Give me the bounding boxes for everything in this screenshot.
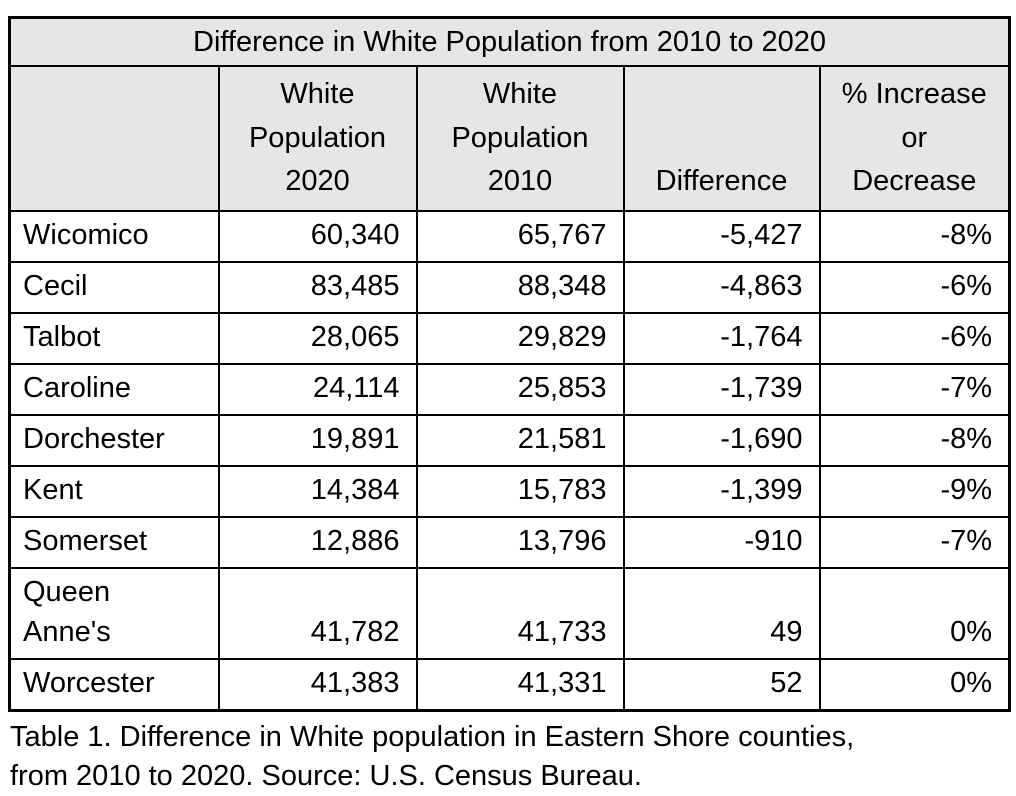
county-cell: Talbot	[8, 311, 220, 365]
pop-2020-cell: 28,065	[217, 311, 418, 365]
county-cell: Cecil	[8, 260, 220, 314]
column-header-county	[8, 65, 220, 212]
county-cell: Worcester	[8, 657, 220, 712]
county-cell: Somerset	[8, 516, 220, 570]
percent-cell: 0%	[818, 567, 1011, 660]
column-header-difference: Difference	[622, 65, 821, 212]
pop-2010-cell: 21,581	[415, 414, 625, 468]
title-row: Difference in White Population from 2010…	[8, 16, 1011, 67]
pop-2020-cell: 24,114	[217, 362, 418, 417]
table-title: Difference in White Population from 2010…	[8, 16, 1011, 67]
pop-2010-cell: 13,796	[415, 516, 625, 570]
column-header-percent-increase-or-decrease: % Increase or Decrease	[818, 65, 1011, 212]
pop-2020-cell: 41,782	[217, 567, 418, 660]
table-body: Wicomico 60,340 65,767 -5,427 -8% Cecil 83,485…	[8, 209, 1011, 712]
county-cell: Caroline	[8, 362, 220, 417]
column-header-white-population-2010: White Population 2010	[415, 65, 625, 212]
table-row: Cecil 83,485 88,348 -4,863 -6%	[8, 260, 1011, 314]
difference-cell: -4,863	[622, 260, 821, 314]
pop-2010-cell: 41,733	[415, 567, 625, 660]
county-cell: Wicomico	[8, 209, 220, 263]
column-header-white-population-2020: White Population 2020	[217, 65, 418, 212]
pop-2020-cell: 60,340	[217, 209, 418, 263]
percent-cell: -6%	[818, 311, 1011, 365]
table-row: Kent 14,384 15,783 -1,399 -9%	[8, 465, 1011, 519]
pop-2010-cell: 29,829	[415, 311, 625, 365]
percent-cell: -6%	[818, 260, 1011, 314]
table-row: Caroline 24,114 25,853 -1,739 -7%	[8, 362, 1011, 417]
county-cell: Queen Anne's	[8, 567, 220, 660]
pop-2010-cell: 25,853	[415, 362, 625, 417]
table-row: Talbot 28,065 29,829 -1,764 -6%	[8, 311, 1011, 365]
percent-cell: -8%	[818, 209, 1011, 263]
percent-cell: -9%	[818, 465, 1011, 519]
table-row: Wicomico 60,340 65,767 -5,427 -8%	[8, 209, 1011, 263]
percent-cell: -8%	[818, 414, 1011, 468]
difference-cell: 49	[622, 567, 821, 660]
header-row: White Population 2020 White Population 2…	[8, 65, 1011, 212]
pop-2020-cell: 19,891	[217, 414, 418, 468]
difference-cell: -1,690	[622, 414, 821, 468]
table-row: Worcester 41,383 41,331 52 0%	[8, 657, 1011, 712]
county-cell: Dorchester	[8, 414, 220, 468]
pop-2020-cell: 41,383	[217, 657, 418, 712]
percent-cell: -7%	[818, 516, 1011, 570]
table-caption: Table 1. Difference in White population …	[10, 720, 855, 793]
pop-2010-cell: 15,783	[415, 465, 625, 519]
page: Difference in White Population from 2010…	[8, 16, 1012, 796]
difference-cell: 52	[622, 657, 821, 712]
pop-2020-cell: 83,485	[217, 260, 418, 314]
pop-2020-cell: 14,384	[217, 465, 418, 519]
pop-2010-cell: 88,348	[415, 260, 625, 314]
population-table: Difference in White Population from 2010…	[8, 16, 1012, 712]
county-cell: Kent	[8, 465, 220, 519]
difference-cell: -5,427	[622, 209, 821, 263]
difference-cell: -1,399	[622, 465, 821, 519]
table-row: Dorchester 19,891 21,581 -1,690 -8%	[8, 414, 1011, 468]
table-row: Queen Anne's 41,782 41,733 49 0%	[8, 567, 1011, 660]
difference-cell: -1,764	[622, 311, 821, 365]
pop-2010-cell: 41,331	[415, 657, 625, 712]
pop-2010-cell: 65,767	[415, 209, 625, 263]
table-row: Somerset 12,886 13,796 -910 -7%	[8, 516, 1011, 570]
percent-cell: 0%	[818, 657, 1011, 712]
difference-cell: -910	[622, 516, 821, 570]
difference-cell: -1,739	[622, 362, 821, 417]
percent-cell: -7%	[818, 362, 1011, 417]
pop-2020-cell: 12,886	[217, 516, 418, 570]
